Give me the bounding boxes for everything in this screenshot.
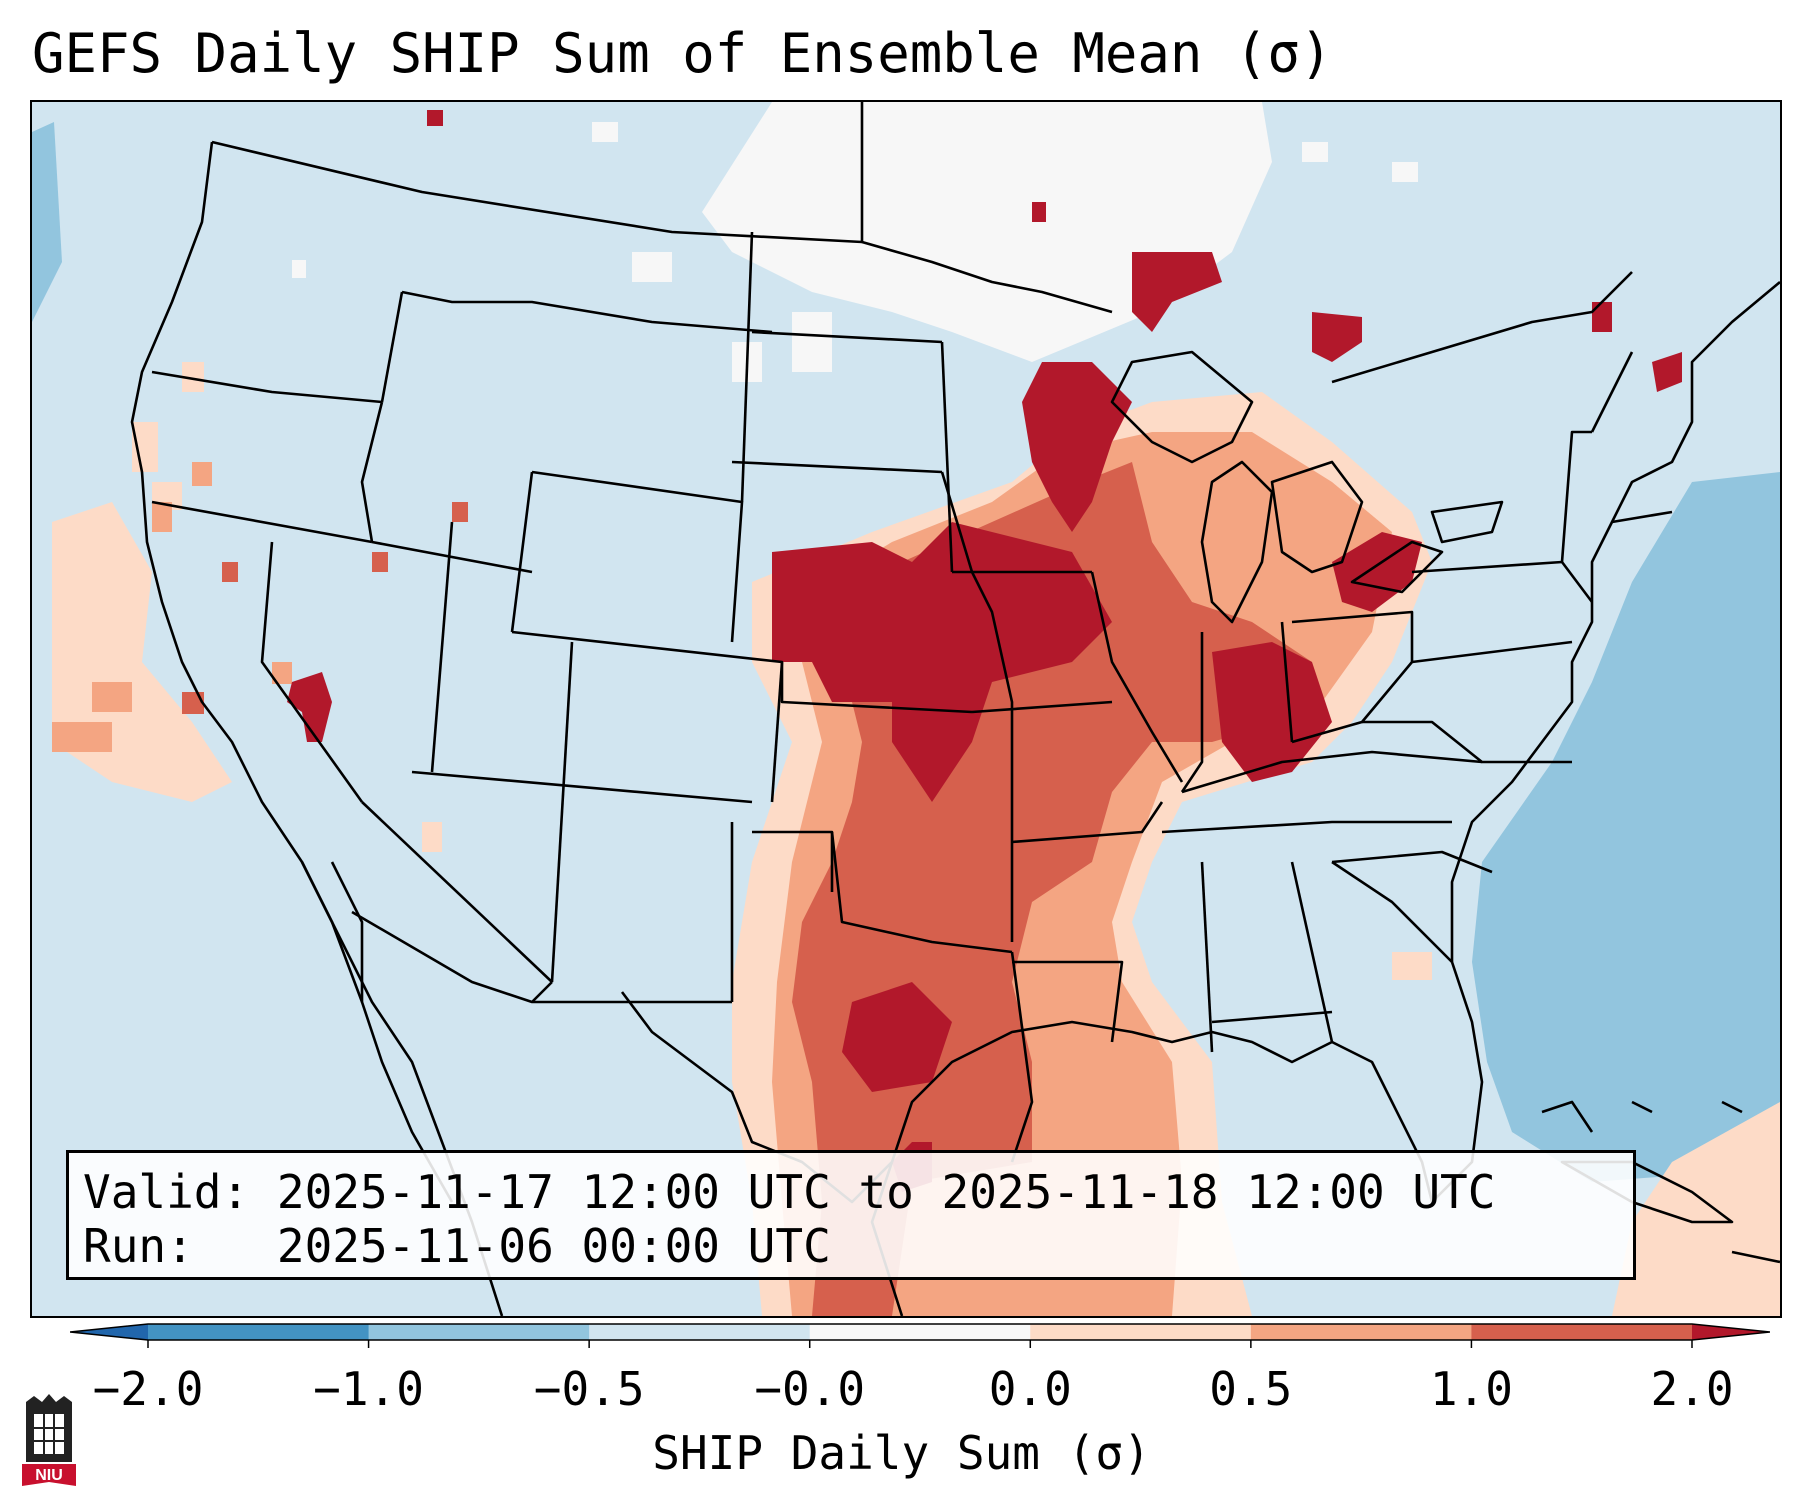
- map-panel: [30, 100, 1782, 1318]
- colorbar-tick-label: 0.0: [988, 1362, 1072, 1416]
- field-region-central-extreme: [772, 252, 1682, 1192]
- niu-logo: NIU: [22, 1394, 76, 1486]
- field-region-pacific-moderate: [52, 462, 292, 752]
- colorbar-tick-label: −0.5: [533, 1362, 645, 1416]
- field-region-atlantic: [1472, 472, 1780, 1182]
- chart-title: GEFS Daily SHIP Sum of Ensemble Mean (σ): [32, 22, 1333, 85]
- run-value: 2025-11-06 00:00 UTC: [276, 1219, 831, 1273]
- colorbar-bin: [368, 1324, 590, 1340]
- colorbar-tick-label: 0.5: [1209, 1362, 1293, 1416]
- colorbar-tick-label: 2.0: [1650, 1362, 1734, 1416]
- colorbar-tick-label: −2.0: [92, 1362, 204, 1416]
- colorbar-bin: [809, 1324, 1031, 1340]
- colorbar-bin: [1471, 1324, 1693, 1340]
- colorbar-bin: [1030, 1324, 1252, 1340]
- valid-value: 2025-11-17 12:00 UTC to 2025-11-18 12:00…: [276, 1165, 1496, 1219]
- colorbar-extension-low: [70, 1324, 148, 1340]
- colorbar-extension-high: [1692, 1324, 1770, 1340]
- logo-text: NIU: [35, 1467, 63, 1484]
- field-region-caribbean-positive: [1392, 952, 1780, 1316]
- colorbar: [70, 1323, 1770, 1348]
- field-region-near-zero: [292, 102, 1418, 382]
- field-region-pacific: [32, 122, 62, 322]
- colorbar-bin: [148, 1324, 370, 1340]
- run-label: Run:: [83, 1219, 194, 1273]
- colorbar-bin: [589, 1324, 811, 1340]
- field-region-southwest-extreme: [287, 110, 1046, 742]
- ship-anomaly-map: [32, 102, 1780, 1316]
- colorbar-tick-label: −1.0: [313, 1362, 424, 1416]
- colorbar-tick-label: −0.0: [754, 1362, 866, 1416]
- valid-run-info-box: Valid: 2025-11-17 12:00 UTC to 2025-11-1…: [66, 1150, 1636, 1280]
- colorbar-label: SHIP Daily Sum (σ): [652, 1426, 1151, 1480]
- colorbar-bin: [1250, 1324, 1472, 1340]
- colorbar-tick-label: 1.0: [1429, 1362, 1513, 1416]
- valid-label: Valid:: [83, 1165, 250, 1219]
